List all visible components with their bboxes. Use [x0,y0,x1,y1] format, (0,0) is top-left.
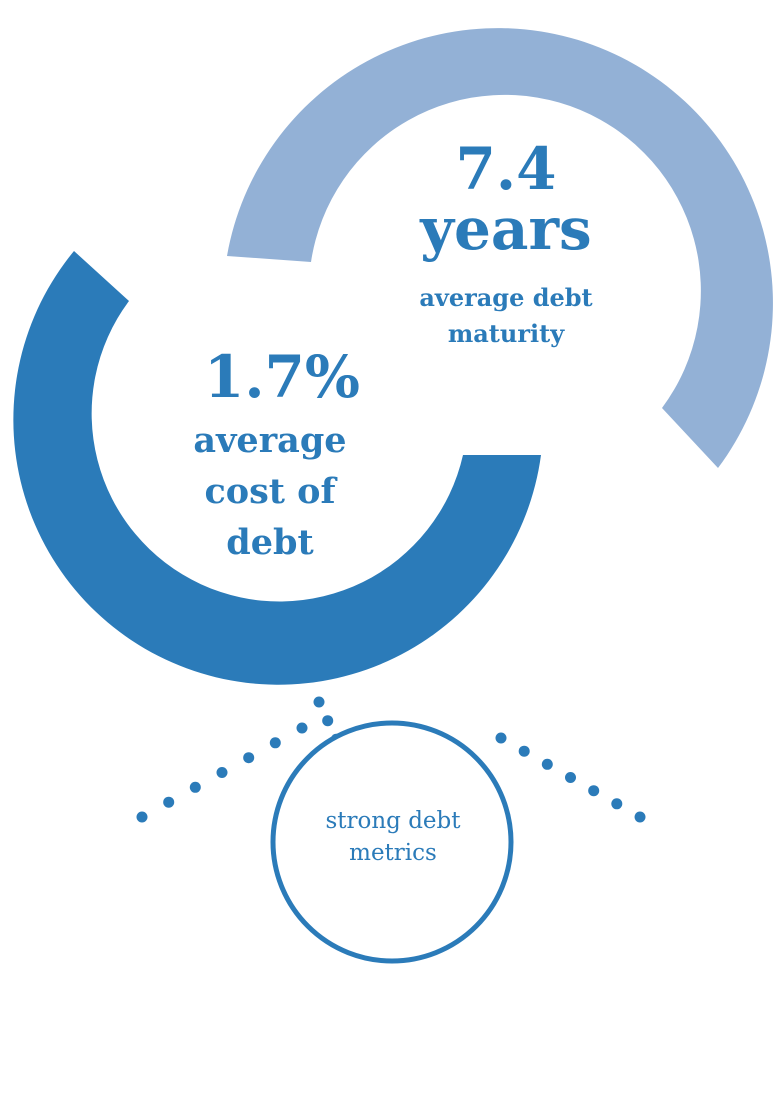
connector-dot-left [296,722,308,734]
hub-circle [270,720,514,964]
connector-dot-right [495,732,507,744]
connector-dot-left [189,781,201,793]
cost-ring-arc [13,251,542,685]
cost-label-line1: average [193,420,346,461]
hub-label-line2: metrics [349,840,437,866]
connector-dot-right [541,758,553,770]
connector-dot-left [216,767,228,778]
connector-dot-top [313,696,325,708]
cost-label-line2: cost of [204,471,337,512]
connector-dot-right [565,772,576,783]
connector-dot-right [518,745,530,757]
cost-label-line3: debt [226,522,313,563]
connector-dot-left [136,811,148,823]
hub-label-line1: strong debt [325,808,461,834]
maturity-ring-arc [227,28,773,468]
connector-dot-top [322,715,334,727]
connector-dot-right [588,785,600,797]
maturity-unit: years [419,195,591,263]
connector-dot-left [163,796,175,808]
connector-dot-left [269,737,281,749]
connector-dot-right [634,811,646,823]
connector-dot-left [243,752,255,764]
maturity-value: 7.4 [456,135,557,203]
maturity-label-line1: average debt [419,283,592,312]
connector-dot-right [611,798,623,810]
cost-value: 1.7% [204,343,360,411]
maturity-label-line2: maturity [448,319,565,348]
